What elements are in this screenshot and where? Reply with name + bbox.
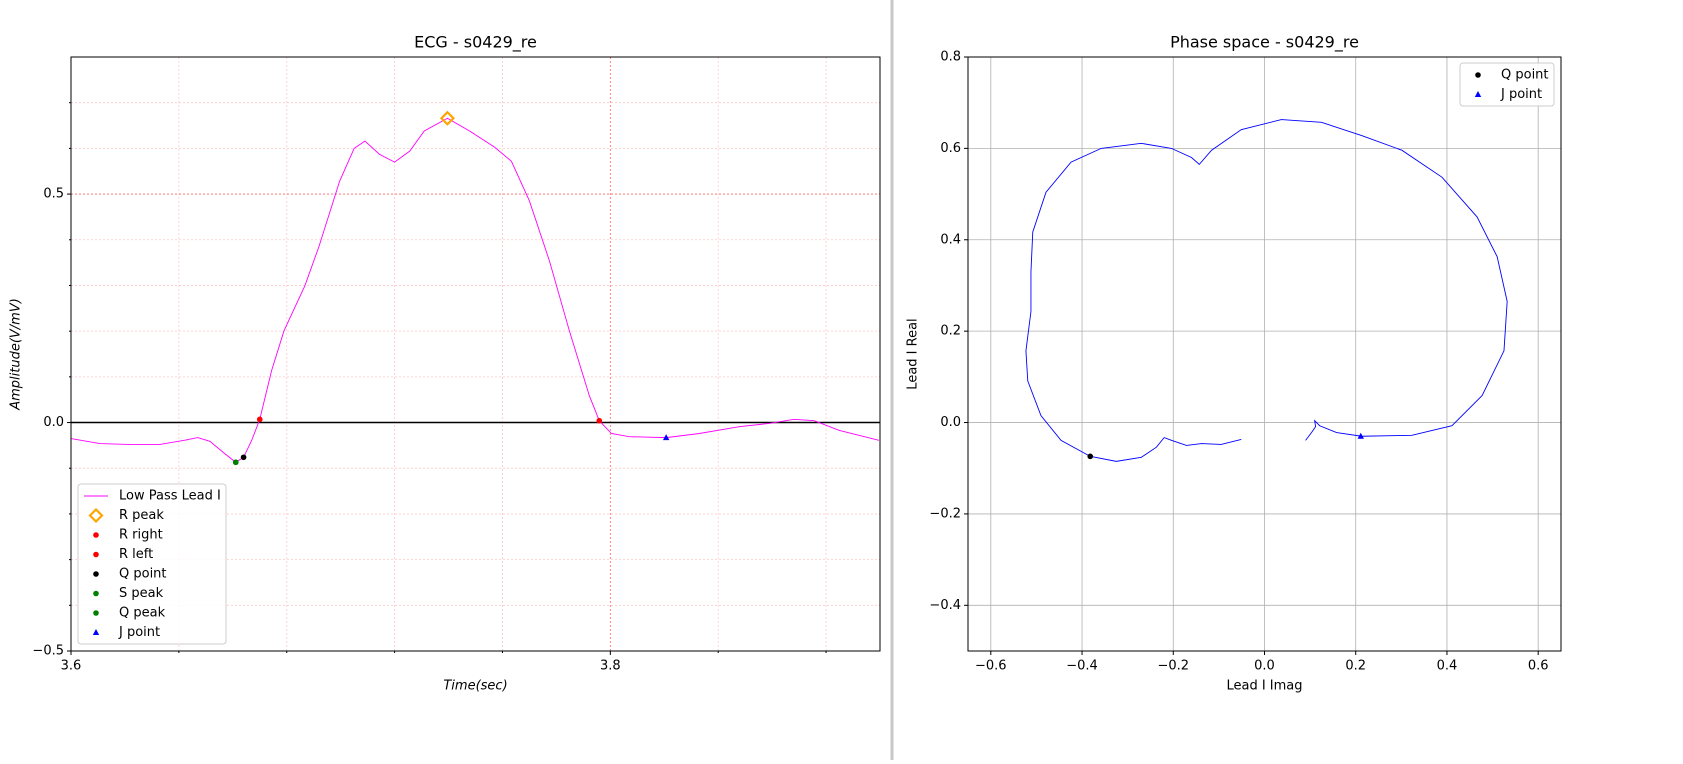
legend-label: Low Pass Lead I	[119, 489, 221, 504]
legend-swatch	[93, 610, 99, 616]
legend-swatch	[88, 507, 104, 524]
chart-title: ECG - s0429_re	[414, 33, 537, 53]
chart-title: Phase space - s0429_re	[1170, 33, 1359, 53]
legend-label: Q point	[119, 567, 167, 582]
legend-label: J point	[118, 625, 160, 640]
data-point	[596, 417, 603, 424]
y-tick-label: 0.0	[43, 415, 64, 430]
data-point	[256, 416, 263, 423]
series-line	[1025, 119, 1508, 462]
x-axis-label: Time(sec)	[443, 679, 507, 694]
x-tick-label: 0.0	[1254, 659, 1275, 674]
legend-swatch	[93, 532, 99, 538]
legend-box	[77, 483, 227, 645]
x-tick-label: −0.4	[1066, 659, 1098, 674]
data-point	[232, 459, 239, 466]
y-tick-label: 0.0	[940, 415, 961, 430]
y-tick-label: 0.8	[940, 50, 961, 65]
plot-area	[1025, 119, 1508, 462]
data-point	[662, 434, 670, 441]
legend-label: R peak	[119, 508, 164, 523]
y-tick-label: 0.6	[940, 141, 961, 156]
legend-label: R right	[119, 528, 163, 543]
axes-frame	[967, 56, 1562, 652]
data-point	[1357, 432, 1364, 439]
y-tick-label: −0.2	[929, 506, 961, 521]
legend-label: R left	[119, 547, 153, 562]
data-point	[439, 110, 456, 126]
x-tick-label: 3.6	[61, 659, 82, 674]
legend-swatch	[93, 571, 99, 577]
x-tick-label: 0.4	[1437, 659, 1458, 674]
data-point	[1087, 453, 1094, 460]
y-axis-label: Amplitude(V/mV)	[9, 298, 24, 411]
x-tick-label: −0.2	[1157, 659, 1189, 674]
y-tick-label: 0.5	[43, 187, 64, 202]
x-tick-label: −0.6	[975, 659, 1007, 674]
x-tick-label: 0.2	[1345, 659, 1366, 674]
x-axis-label: Lead I Imag	[1226, 679, 1302, 694]
x-tick-label: 3.8	[600, 659, 621, 674]
legend-box	[1459, 62, 1555, 107]
legend-label: J point	[1500, 87, 1542, 102]
y-tick-label: −0.4	[929, 598, 961, 613]
legend-swatch	[92, 629, 100, 635]
series-line	[71, 117, 880, 463]
y-tick-label: 0.4	[940, 232, 961, 247]
y-tick-label: 0.2	[940, 324, 961, 339]
y-tick-label: −0.5	[32, 644, 64, 659]
legend-swatch	[93, 590, 99, 597]
plot-area	[71, 110, 880, 466]
axes-frame	[70, 56, 881, 652]
data-point	[240, 454, 247, 461]
legend-label: S peak	[119, 586, 164, 601]
legend-swatch	[1475, 72, 1481, 78]
y-axis-label: Lead I Real	[906, 318, 921, 389]
legend-label: Q peak	[119, 606, 166, 621]
legend-label: Q point	[1501, 68, 1549, 83]
x-tick-label: 0.6	[1528, 659, 1549, 674]
legend-swatch	[1474, 91, 1482, 97]
legend-swatch	[93, 551, 99, 558]
